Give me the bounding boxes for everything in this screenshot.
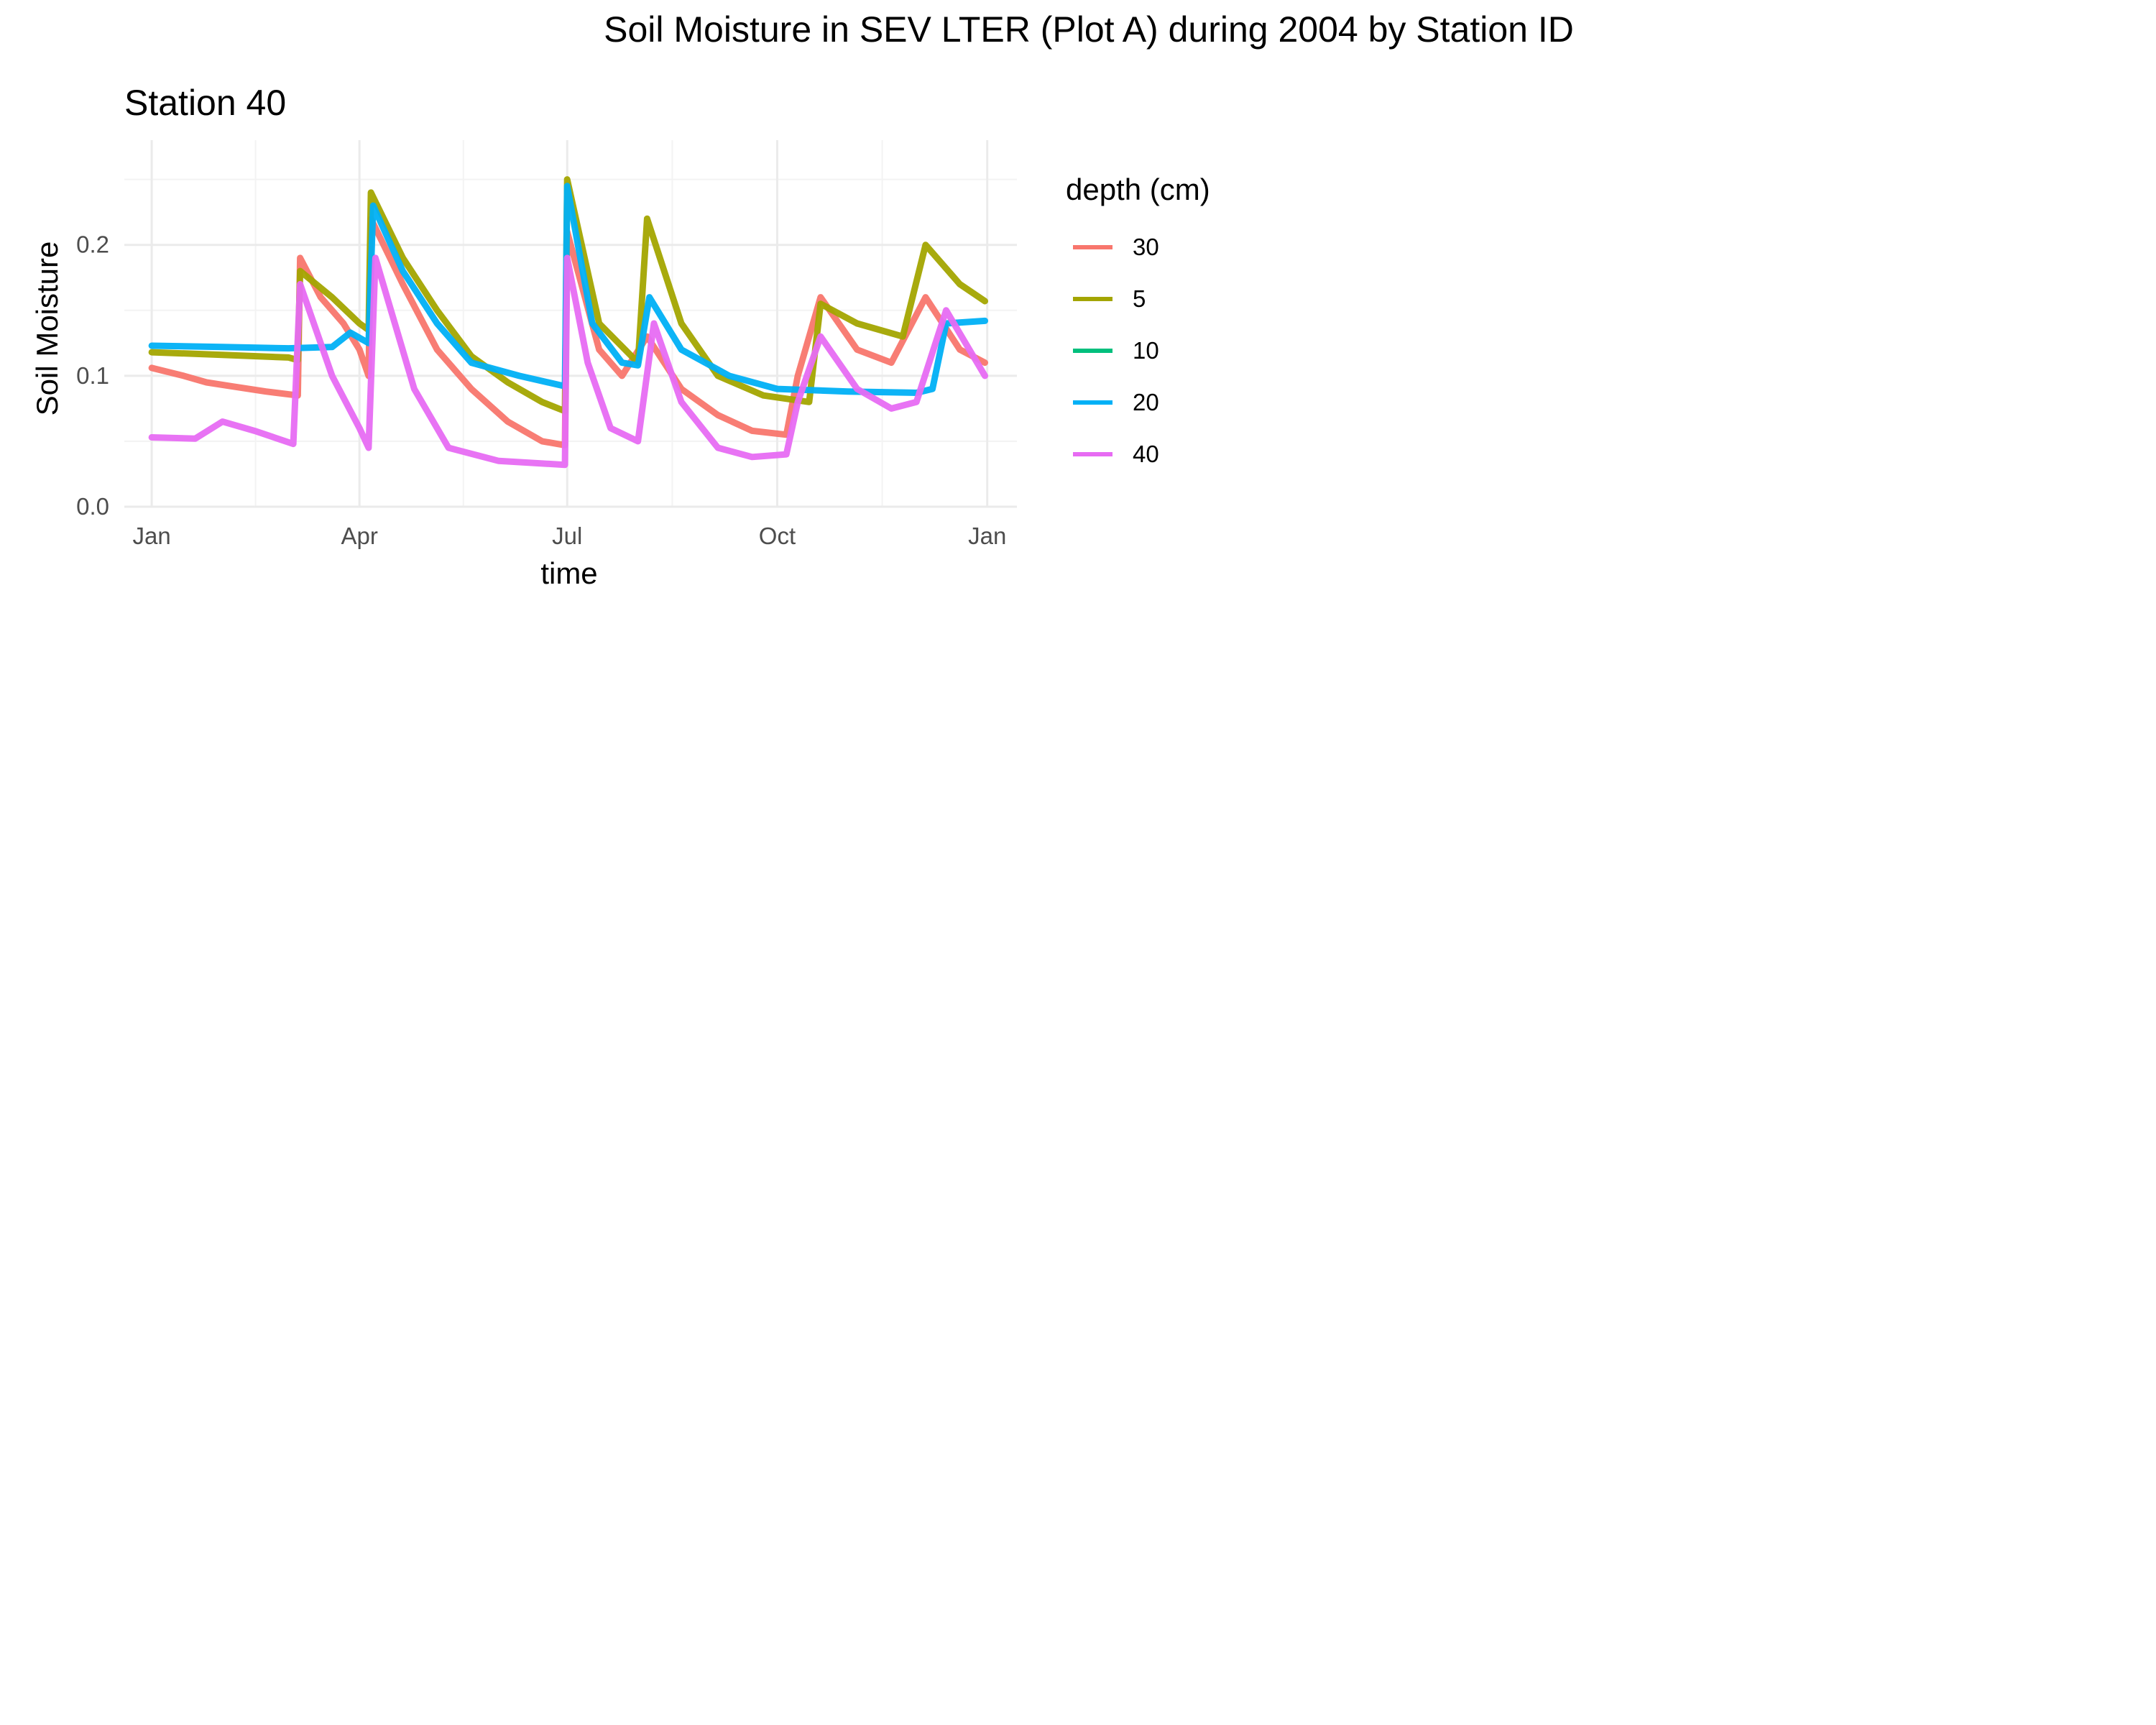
- x-tick-label: Apr: [341, 523, 377, 549]
- facet-subtitle: Station 40: [124, 83, 286, 123]
- legend-label-10: 10: [1133, 337, 1159, 364]
- series-line-40: [148, 254, 988, 469]
- legend-label-40: 40: [1133, 441, 1159, 467]
- y-tick-label: 0.2: [76, 231, 109, 258]
- legend-label-5: 5: [1133, 285, 1146, 312]
- x-tick-label: Jan: [133, 523, 171, 549]
- legend: 30 5 10 20 40: [1073, 234, 1159, 467]
- y-tick-label: 0.1: [76, 362, 109, 389]
- y-tick-label: 0.0: [76, 493, 109, 520]
- x-axis-ticks: Jan Apr Jul Oct Jan: [133, 523, 1007, 549]
- y-axis-label: Soil Moisture: [30, 242, 64, 416]
- x-tick-label: Jan: [968, 523, 1006, 549]
- chart-title: Soil Moisture in SEV LTER (Plot A) durin…: [604, 9, 1574, 50]
- x-axis-label: time: [540, 556, 597, 590]
- y-axis-ticks: 0.0 0.1 0.2: [76, 231, 109, 520]
- legend-label-20: 20: [1133, 389, 1159, 415]
- x-tick-label: Oct: [759, 523, 796, 549]
- series-line-20: [148, 183, 988, 396]
- x-tick-label: Jul: [552, 523, 582, 549]
- series-lines: [148, 176, 988, 469]
- legend-label-30: 30: [1133, 234, 1159, 260]
- legend-title: depth (cm): [1066, 172, 1210, 206]
